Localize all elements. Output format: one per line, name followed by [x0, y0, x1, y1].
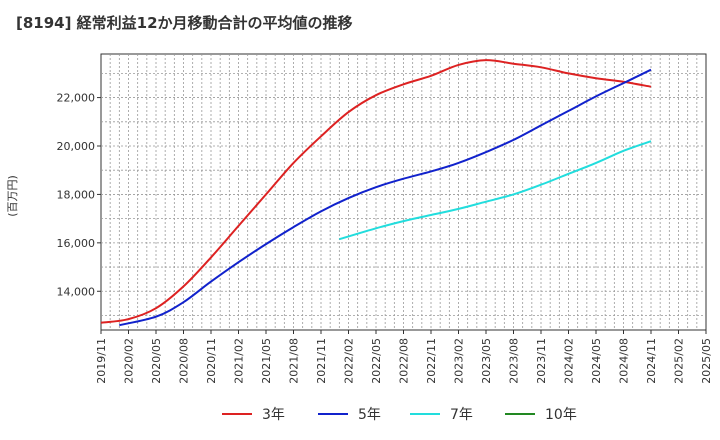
y-tick-label: 22,000 — [57, 92, 96, 105]
x-tick-label: 2020/08 — [178, 338, 191, 384]
series-line-1 — [119, 68, 652, 327]
x-tick-label: 2023/02 — [453, 338, 466, 384]
series-line-0 — [100, 59, 652, 324]
x-tick-label: 2025/02 — [673, 338, 686, 384]
x-tick-label: 2019/11 — [95, 338, 108, 384]
y-tick-label: 18,000 — [57, 188, 96, 201]
x-tick-label: 2020/11 — [205, 338, 218, 384]
y-tick-label: 20,000 — [57, 140, 96, 153]
x-tick-label: 2024/08 — [618, 338, 631, 384]
legend: 3年 5年 7年 10年 — [222, 407, 577, 423]
x-tick-label: 2022/02 — [343, 338, 356, 384]
x-tick-label: 2021/08 — [288, 338, 301, 384]
series-line-2 — [339, 140, 652, 241]
x-tick-label: 2023/11 — [535, 338, 548, 384]
x-tick-label: 2024/11 — [645, 338, 658, 384]
y-tick-label: 14,000 — [57, 285, 96, 298]
chart-title: [8194] 経常利益12か月移動合計の平均値の推移 — [16, 14, 353, 32]
x-tick-label: 2020/02 — [123, 338, 136, 384]
y-axis-label: (百万円) — [6, 175, 19, 217]
x-tick-label: 2020/05 — [150, 338, 163, 384]
x-tick-label: 2025/05 — [700, 338, 713, 384]
legend-label-1: 5年 — [358, 407, 381, 423]
x-tick-label: 2024/02 — [563, 338, 576, 384]
x-tick-label: 2022/11 — [425, 338, 438, 384]
x-tick-label: 2024/05 — [590, 338, 603, 384]
x-tick-label: 2021/05 — [260, 338, 273, 384]
y-tick-label: 16,000 — [57, 237, 96, 250]
legend-label-0: 3年 — [262, 407, 285, 423]
series-lines — [100, 59, 652, 327]
x-tick-label: 2021/02 — [233, 338, 246, 384]
x-tick-label: 2022/05 — [370, 338, 383, 384]
grid — [101, 54, 706, 330]
x-tick-label: 2023/05 — [480, 338, 493, 384]
legend-label-3: 10年 — [545, 407, 577, 423]
x-tick-label: 2022/08 — [398, 338, 411, 384]
legend-label-2: 7年 — [450, 407, 473, 423]
x-tick-label: 2023/08 — [508, 338, 521, 384]
x-tick-label: 2021/11 — [315, 338, 328, 384]
axes: 14,000 16,000 18,000 20,000 22,000 2019/11 202… — [57, 92, 714, 384]
